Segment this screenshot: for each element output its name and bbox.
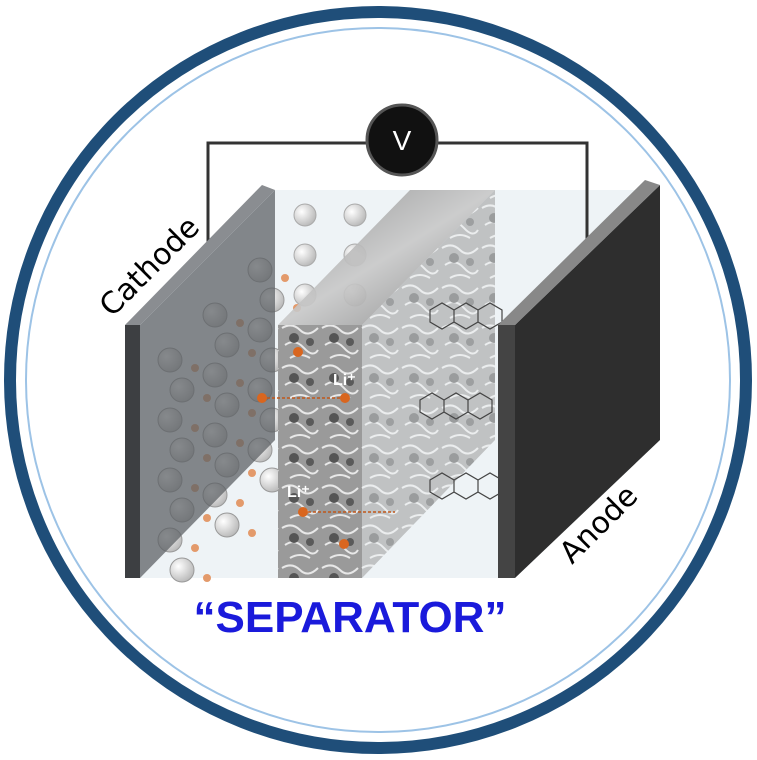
particle: [169, 557, 195, 583]
separator-front: [278, 325, 362, 578]
ion-label: Li⁺: [287, 484, 310, 501]
ion: [339, 539, 349, 549]
wire-right: [435, 141, 589, 245]
voltmeter-label: V: [393, 125, 412, 156]
graphene: [419, 302, 503, 500]
ion-label: Li⁺: [333, 372, 356, 389]
ion: [257, 393, 267, 403]
ion: [340, 393, 350, 403]
particle: [214, 512, 240, 538]
dot: [203, 514, 211, 522]
particle: [343, 203, 367, 227]
ion: [293, 347, 303, 357]
cathode-face: [140, 190, 275, 578]
anode-face: [515, 185, 660, 578]
anode-top: [498, 180, 660, 325]
dot: [248, 469, 256, 477]
dot: [281, 274, 289, 282]
anode-edge: [498, 325, 515, 578]
particle: [293, 203, 317, 227]
cathode-top: [125, 185, 275, 325]
dot: [203, 574, 211, 582]
wire-left: [206, 141, 370, 245]
separator-top: [278, 190, 495, 325]
caption: “SEPARATOR”: [194, 593, 507, 642]
particle: [293, 243, 317, 267]
inner-ring: [25, 27, 731, 733]
voltmeter: [365, 103, 439, 177]
ion: [298, 507, 308, 517]
cathode-edge: [125, 325, 140, 578]
dot: [248, 529, 256, 537]
dot: [236, 499, 244, 507]
dot: [191, 544, 199, 552]
separator-side: [362, 190, 495, 578]
